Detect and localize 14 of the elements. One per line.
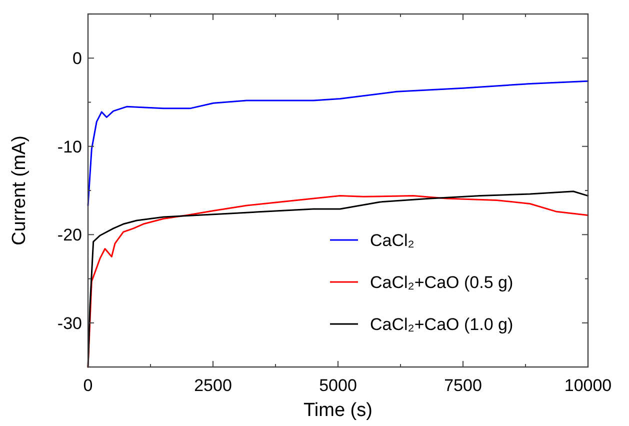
line-series	[87, 80, 589, 206]
x-tick-label: 7500	[444, 376, 482, 395]
legend-label: CaCl₂+CaO (1.0 g)	[370, 314, 514, 334]
y-tick-label: -10	[57, 137, 82, 156]
y-tick-label: -20	[57, 226, 82, 245]
legend-label: CaCl₂	[370, 230, 414, 250]
y-tick-label: 0	[72, 49, 82, 68]
x-tick-label: 10000	[564, 376, 612, 395]
x-tick-label: 2500	[194, 376, 232, 395]
y-tick-label: -30	[57, 314, 82, 333]
legend-label: CaCl₂+CaO (0.5 g)	[370, 272, 514, 292]
x-axis-title: Time (s)	[304, 400, 372, 421]
x-tick-label: 5000	[319, 376, 357, 395]
y-axis-title: Current (mA)	[9, 136, 30, 246]
